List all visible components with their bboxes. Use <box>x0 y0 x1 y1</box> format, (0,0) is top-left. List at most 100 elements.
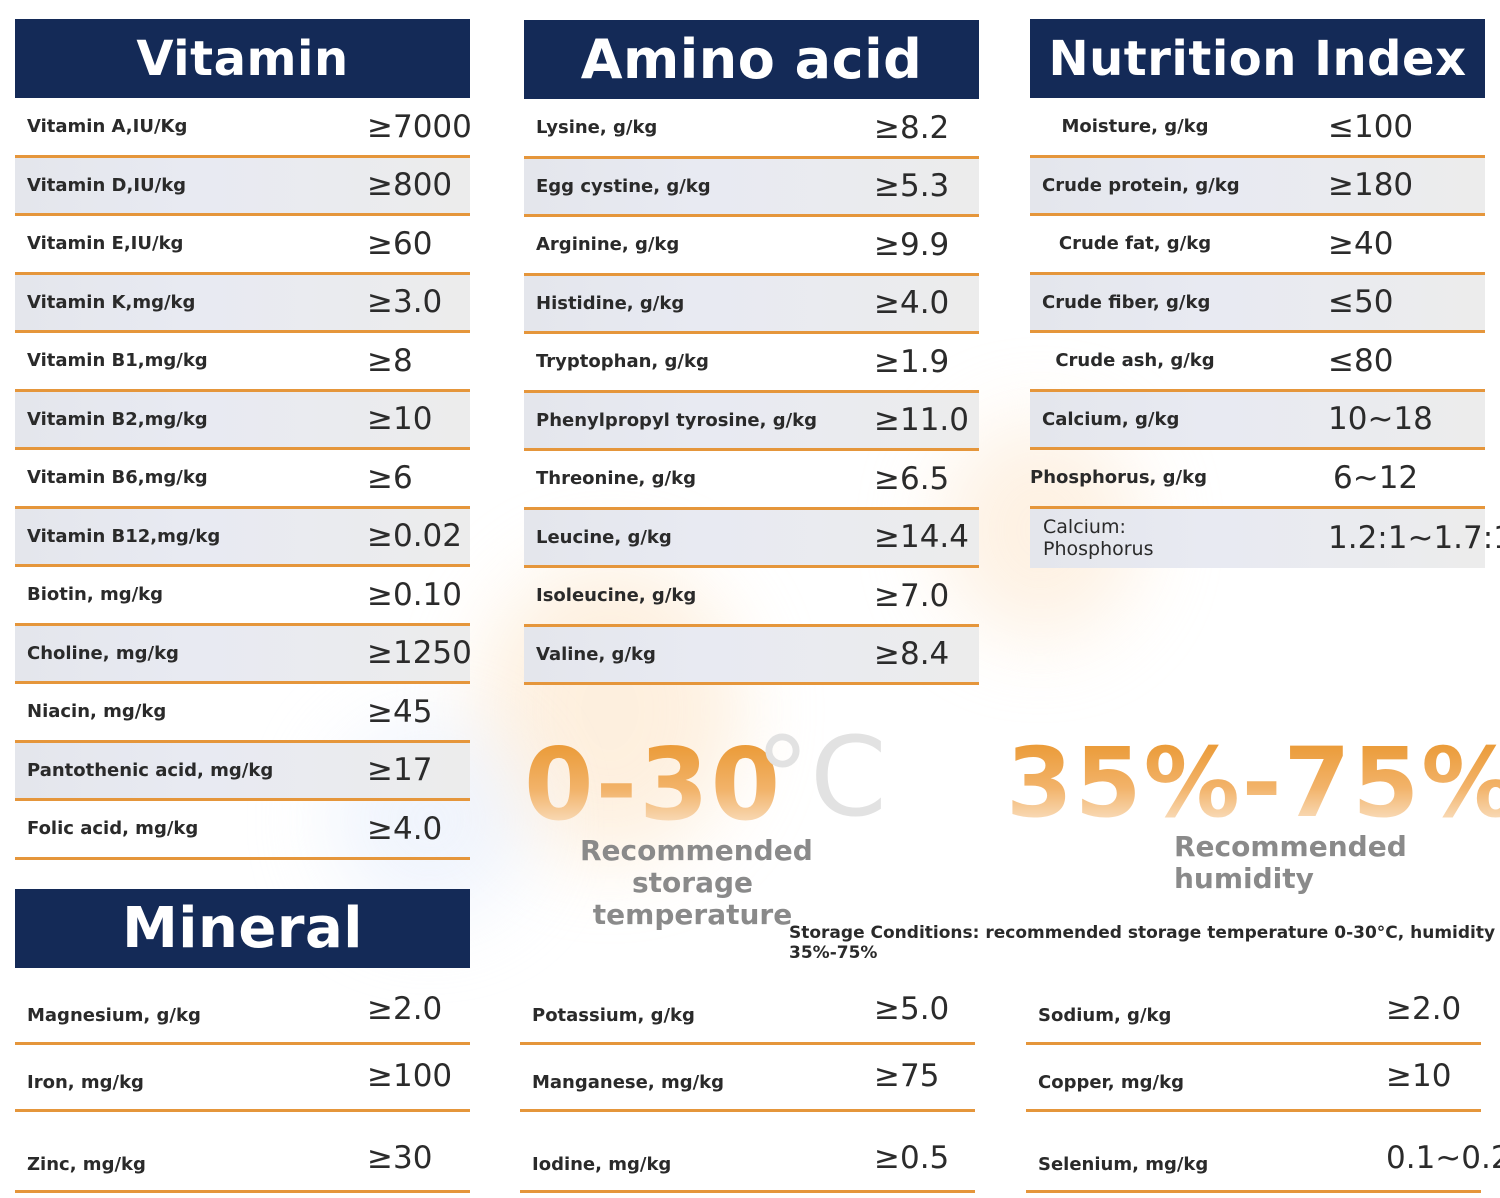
mineral-row-label: Sodium, g/kg <box>1038 1005 1172 1026</box>
amino-row-label: Leucine, g/kg <box>536 526 672 548</box>
mineral-row: Manganese, mg/kg ≥75 <box>520 1044 975 1112</box>
mineral-row-label: Copper, mg/kg <box>1038 1072 1184 1093</box>
nutrition-table: Moisture, g/kg ≤100 Crude protein, g/kg ≥18… <box>1030 99 1485 509</box>
amino-row-value: ≥7.0 <box>874 577 950 614</box>
temperature-range: 0-30 <box>524 726 783 843</box>
vitamin-row: Vitamin B12,mg/kg ≥0.02 <box>15 508 470 567</box>
amino-row-label: Tryptophan, g/kg <box>536 351 709 373</box>
mineral-panel: Mineral <box>15 889 470 968</box>
vitamin-row-value: ≥3.0 <box>367 284 443 321</box>
temperature-caption-line1: Recommended <box>580 834 813 867</box>
nutrition-row-label: Crude ash, g/kg <box>1055 350 1215 372</box>
mineral-row: Iron, mg/kg ≥100 <box>15 1044 470 1112</box>
mineral-row-value: ≥0.5 <box>874 1140 950 1176</box>
vitamin-row: Vitamin E,IU/kg ≥60 <box>15 216 470 275</box>
amino-panel: Amino acid Lysine, g/kg ≥8.2 Egg cystine, … <box>524 20 979 685</box>
mineral-row: Potassium, g/kg ≥5.0 <box>520 977 975 1045</box>
vitamin-row-value: ≥60 <box>367 225 433 262</box>
amino-row-value: ≥8.2 <box>874 109 950 146</box>
vitamin-row-value: ≥17 <box>367 752 433 789</box>
amino-header: Amino acid <box>524 20 979 99</box>
vitamin-row-label: Vitamin B1,mg/kg <box>27 350 208 372</box>
vitamin-row: Pantothenic acid, mg/kg ≥17 <box>15 742 470 801</box>
mineral-row-label: Manganese, mg/kg <box>532 1072 725 1093</box>
ratio-label-line2: Phosphorus <box>1043 538 1154 560</box>
vitamin-row-value: ≥0.10 <box>367 576 462 613</box>
amino-row: Threonine, g/kg ≥6.5 <box>524 451 979 510</box>
amino-row: Phenylpropyl tyrosine, g/kg ≥11.0 <box>524 392 979 451</box>
vitamin-row-label: Vitamin E,IU/kg <box>27 233 184 255</box>
storage-conditions: Storage Conditions: recommended storage … <box>789 923 1496 963</box>
temperature-caption-line2: storage <box>631 866 754 899</box>
vitamin-row-label: Vitamin B6,mg/kg <box>27 467 208 489</box>
vitamin-row-value: ≥4.0 <box>367 810 443 847</box>
amino-row-label: Lysine, g/kg <box>536 117 658 139</box>
amino-table: Lysine, g/kg ≥8.2 Egg cystine, g/kg ≥5.3 Arg… <box>524 100 979 685</box>
amino-row-label: Arginine, g/kg <box>536 234 680 256</box>
nutrition-row-value: ≤50 <box>1328 284 1394 321</box>
temperature-unit: °C <box>755 713 887 841</box>
nutrition-row: Crude protein, g/kg ≥180 <box>1030 157 1485 216</box>
mineral-row-value: ≥100 <box>367 1058 453 1094</box>
mineral-row: Magnesium, g/kg ≥2.0 <box>15 977 470 1045</box>
vitamin-row: Vitamin B1,mg/kg ≥8 <box>15 333 470 392</box>
vitamin-row-label: Vitamin B2,mg/kg <box>27 408 208 430</box>
mineral-row-value: ≥10 <box>1386 1058 1452 1094</box>
nutrition-row-label: Moisture, g/kg <box>1061 116 1209 138</box>
amino-row-value: ≥1.9 <box>874 343 950 380</box>
vitamin-row-value: ≥8 <box>367 342 413 379</box>
amino-row: Arginine, g/kg ≥9.9 <box>524 217 979 276</box>
vitamin-row: Vitamin B6,mg/kg ≥6 <box>15 450 470 509</box>
vitamin-row: Vitamin B2,mg/kg ≥10 <box>15 391 470 450</box>
vitamin-row: Vitamin D,IU/kg ≥800 <box>15 157 470 216</box>
nutrition-row-value: ≤80 <box>1328 342 1394 379</box>
nutrition-panel: Nutrition Index Moisture, g/kg ≤100 Crude … <box>1030 19 1500 568</box>
amino-row: Valine, g/kg ≥8.4 <box>524 626 979 685</box>
ratio-label-line1: Calcium: <box>1043 516 1126 538</box>
amino-row: Tryptophan, g/kg ≥1.9 <box>524 334 979 393</box>
mineral-row-label: Magnesium, g/kg <box>27 1005 201 1026</box>
mineral-header: Mineral <box>15 889 470 968</box>
vitamin-row-label: Niacin, mg/kg <box>27 701 167 723</box>
mineral-row-label: Zinc, mg/kg <box>27 1154 146 1175</box>
mineral-row-value: 0.1~0.2 <box>1386 1140 1500 1176</box>
mineral-row-value: ≥2.0 <box>1386 991 1462 1027</box>
amino-row-label: Isoleucine, g/kg <box>536 585 697 607</box>
amino-row-label: Threonine, g/kg <box>536 468 696 490</box>
vitamin-row-label: Choline, mg/kg <box>27 642 179 664</box>
vitamin-row-value: ≥0.02 <box>367 518 462 555</box>
mineral-row-label: Iron, mg/kg <box>27 1072 144 1093</box>
mineral-row-value: ≥30 <box>367 1140 433 1176</box>
vitamin-row-value: ≥7000 <box>367 108 472 145</box>
vitamin-row-label: Vitamin D,IU/kg <box>27 174 187 196</box>
nutrition-row: Phosphorus, g/kg 6~12 <box>1030 450 1485 509</box>
vitamin-row-label: Biotin, mg/kg <box>27 584 164 606</box>
temperature-caption-line3: temperature <box>592 898 793 931</box>
vitamin-row: Choline, mg/kg ≥1250 <box>15 625 472 684</box>
mineral-row-value: ≥2.0 <box>367 991 443 1027</box>
vitamin-row: Vitamin K,mg/kg ≥3.0 <box>15 274 470 333</box>
nutrition-row: Crude ash, g/kg ≤80 <box>1030 333 1485 392</box>
vitamin-row-label: Vitamin A,IU/Kg <box>27 116 188 138</box>
humidity-caption-line1: Recommended <box>1174 830 1407 863</box>
nutrition-row-label: Crude protein, g/kg <box>1042 174 1240 196</box>
temperature-caption: Recommended storage temperature <box>580 834 813 931</box>
mineral-row: Selenium, mg/kg 0.1~0.2 <box>1026 1126 1500 1193</box>
amino-row: Isoleucine, g/kg ≥7.0 <box>524 568 979 627</box>
nutrition-row-value: 10~18 <box>1328 401 1433 438</box>
mineral-row-label: Selenium, mg/kg <box>1038 1154 1209 1175</box>
humidity-range: 35%-75% <box>1006 735 1500 831</box>
amino-row-value: ≥5.3 <box>874 168 950 205</box>
vitamin-header: Vitamin <box>15 19 470 98</box>
amino-row: Egg cystine, g/kg ≥5.3 <box>524 158 979 217</box>
mineral-row-value: ≥5.0 <box>874 991 950 1027</box>
vitamin-row: Biotin, mg/kg ≥0.10 <box>15 567 470 626</box>
amino-row-value: ≥4.0 <box>874 285 950 322</box>
mineral-row: Sodium, g/kg ≥2.0 <box>1026 977 1481 1045</box>
humidity-caption: Recommended humidity <box>1174 831 1407 895</box>
vitamin-row-label: Vitamin B12,mg/kg <box>27 525 221 547</box>
vitamin-row-value: ≥6 <box>367 459 413 496</box>
mineral-row: Copper, mg/kg ≥10 <box>1026 1044 1481 1112</box>
amino-row: Histidine, g/kg ≥4.0 <box>524 275 979 334</box>
vitamin-row-value: ≥800 <box>367 167 453 204</box>
